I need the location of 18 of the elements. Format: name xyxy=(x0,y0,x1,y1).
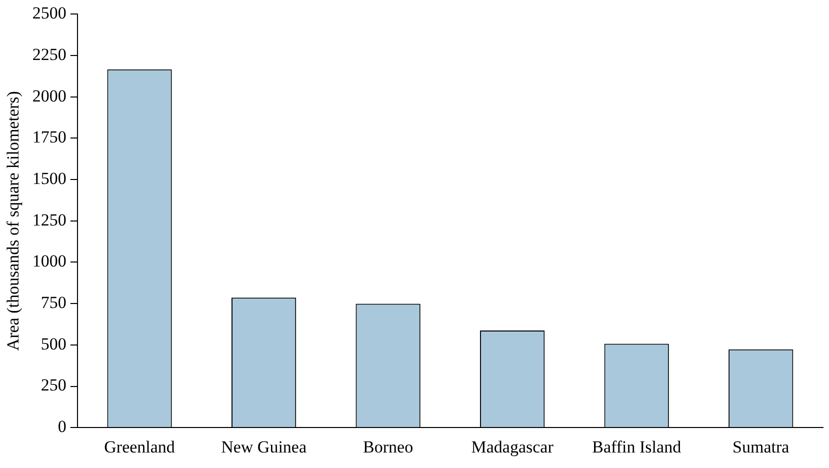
y-tick-label: 1500 xyxy=(32,169,66,188)
y-tick-label: 2500 xyxy=(32,4,66,23)
y-tick-label: 1750 xyxy=(32,128,66,147)
y-tick-label: 0 xyxy=(58,417,66,436)
y-axis-title: Area (thousands of square kilometers) xyxy=(4,91,23,351)
x-tick-label: Greenland xyxy=(104,437,176,456)
y-tick-label: 2000 xyxy=(32,86,66,106)
y-tick-label: 750 xyxy=(40,293,66,312)
x-tick-label: Madagascar xyxy=(471,437,554,456)
x-tick-label: Baffin Island xyxy=(592,437,682,456)
y-tick-label: 500 xyxy=(40,334,66,354)
x-tick-label: New Guinea xyxy=(221,437,307,456)
x-tick-label: Sumatra xyxy=(732,437,790,456)
y-tick-label: 1000 xyxy=(32,252,66,271)
y-tick-label: 1250 xyxy=(32,210,66,230)
y-tick-label: 2250 xyxy=(32,45,66,64)
y-tick-label: 250 xyxy=(40,376,66,395)
x-tick-label: Borneo xyxy=(363,437,414,456)
